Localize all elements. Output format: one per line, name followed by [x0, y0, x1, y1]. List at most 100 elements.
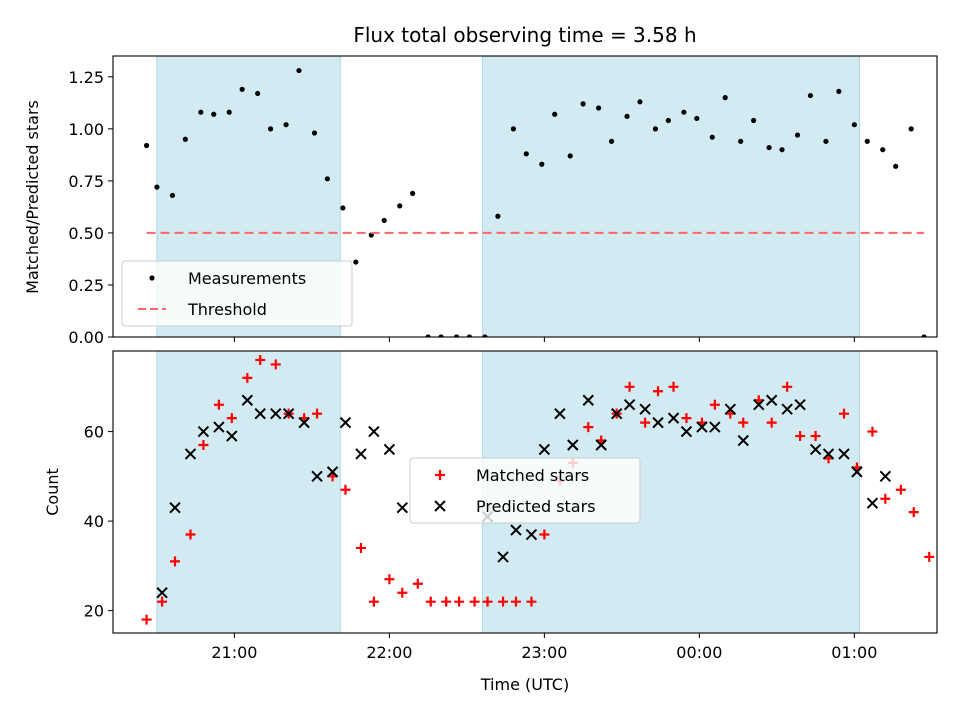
y-tick-label: 0.75: [68, 172, 104, 191]
y-tick-label: 20: [84, 602, 104, 621]
measurement-point: [665, 117, 671, 124]
matched-star-point: [510, 596, 521, 607]
predicted-star-point: [724, 403, 737, 415]
matched-star-point: [226, 413, 237, 424]
measurement-point: [340, 205, 346, 211]
matched-star-point: [709, 399, 720, 410]
matched-star-point: [624, 381, 635, 392]
measurement-point: [823, 138, 829, 144]
measurement-point: [495, 213, 501, 219]
x-tick-label: 00:00: [676, 643, 722, 662]
measurement-point: [836, 88, 842, 94]
predicted-star-point: [753, 399, 765, 411]
measurement-point: [794, 132, 801, 138]
predicted-star-point: [709, 421, 721, 433]
y-tick-label: 0.00: [68, 328, 104, 347]
predicted-star-point: [866, 497, 879, 509]
matched-star-point: [738, 417, 749, 428]
matched-star-point: [270, 359, 281, 370]
predicted-star-point: [639, 403, 651, 415]
matched-star-point: [185, 529, 196, 540]
measurement-point: [751, 117, 757, 124]
measurement-point: [466, 334, 473, 337]
measurement-point: [893, 163, 899, 169]
matched-star-point: [766, 417, 777, 428]
measurement-point: [438, 334, 444, 337]
matched-star-point: [498, 596, 509, 607]
predicted-star-point: [282, 407, 295, 420]
measurement-point: [779, 147, 785, 153]
top-panel: 0.00 0.25 0.50 0.75 1.00 1.25 Measurements Thre…: [68, 55, 938, 347]
top-panel-legend: Measurements Threshold: [121, 260, 353, 327]
y-tick-label: 0.50: [68, 224, 104, 243]
measurement-point: [694, 115, 700, 122]
measurement-point: [283, 122, 289, 128]
matched-star-point: [454, 596, 465, 607]
measurement-point: [239, 86, 245, 92]
matched-star-point: [895, 484, 906, 495]
bottom-panel-y-axis-title: Count: [43, 468, 62, 516]
y-tick-label: 1.00: [68, 120, 104, 139]
predicted-star-point: [156, 587, 168, 599]
measurement-point: [182, 136, 188, 142]
predicted-star-point: [197, 425, 210, 438]
measurement-point: [722, 95, 728, 101]
legend-label: Threshold: [187, 300, 267, 319]
predicted-star-point: [554, 407, 566, 420]
predicted-star-point: [241, 394, 254, 406]
matched-star-point: [397, 587, 408, 598]
predicted-star-point: [623, 399, 636, 411]
plot-area: [143, 67, 937, 337]
matched-star-point: [469, 596, 480, 607]
predicted-star-point: [311, 470, 323, 483]
y-tick-label: 40: [84, 512, 104, 531]
measurement-point: [624, 113, 630, 119]
predicted-star-point: [538, 443, 551, 456]
predicted-star-point: [680, 425, 693, 438]
measurement-point: [908, 126, 914, 132]
measurement-point: [921, 334, 927, 337]
matched-star-point: [668, 381, 679, 392]
measurement-point: [851, 122, 857, 128]
matched-star-point: [412, 578, 423, 589]
predicted-star-point: [652, 416, 664, 429]
bottom-panel-legend: Matched stars Predicted stars: [409, 457, 641, 524]
predicted-star-point: [254, 407, 266, 420]
matched-star-point: [340, 484, 351, 495]
predicted-star-point: [169, 501, 181, 514]
predicted-star-point: [383, 443, 396, 456]
y-tick-label: 60: [84, 423, 104, 442]
predicted-star-point: [851, 466, 863, 478]
measurement-point: [738, 138, 744, 144]
predicted-star-point: [610, 407, 623, 420]
top-panel-y-axis-title: Matched/Predicted stars: [23, 100, 42, 294]
matched-star-point: [526, 596, 537, 607]
predicted-star-point: [525, 528, 538, 541]
measurement-point: [311, 130, 318, 136]
predicted-star-point: [822, 448, 835, 460]
predicted-star-point: [339, 416, 352, 429]
measurement-point: [510, 126, 516, 132]
predicted-star-point: [226, 430, 238, 442]
predicted-star-point: [510, 524, 522, 536]
legend-label: Predicted stars: [476, 497, 596, 516]
measurement-point: [864, 138, 870, 144]
matched-star-point: [355, 542, 366, 553]
panel-frame: [112, 350, 938, 634]
measurement-point: [255, 90, 261, 97]
matched-star-point: [157, 596, 168, 607]
measurement-point: [681, 109, 687, 115]
measurement-point: [637, 99, 643, 105]
measurement-point: [198, 109, 204, 115]
matched-star-point: [908, 507, 919, 518]
x-tick-label: 21:00: [211, 643, 257, 662]
predicted-star-point: [298, 416, 310, 429]
legend-marker: [434, 500, 446, 512]
matched-star-point: [640, 417, 651, 428]
x-tick-label: 23:00: [521, 643, 567, 662]
predicted-star-point: [781, 403, 793, 415]
matched-star-point: [924, 551, 935, 562]
measurement-point: [154, 184, 160, 190]
measurement-point: [324, 176, 330, 182]
measurement-point: [580, 101, 586, 107]
